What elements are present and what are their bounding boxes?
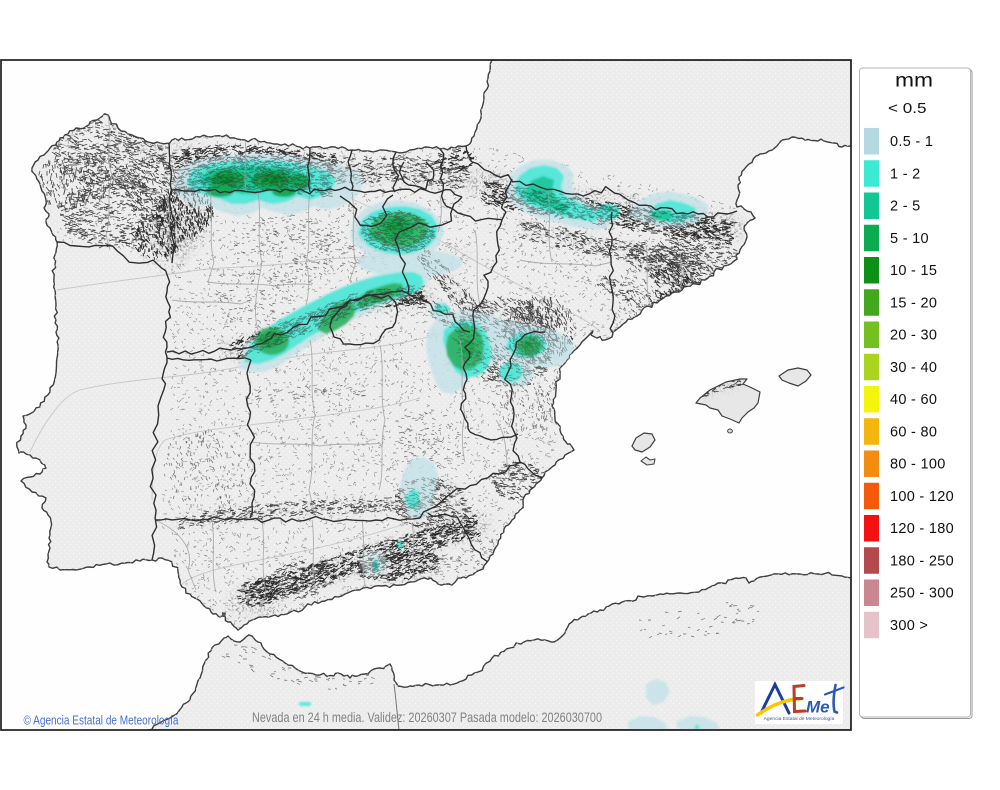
svg-text:Agencia Estatal de Meteorologí: Agencia Estatal de Meteorología bbox=[764, 716, 835, 722]
svg-text:10 - 15: 10 - 15 bbox=[890, 263, 937, 279]
svg-text:1 - 2: 1 - 2 bbox=[890, 166, 921, 182]
svg-text:40 - 60: 40 - 60 bbox=[890, 392, 937, 408]
svg-text:30 - 40: 30 - 40 bbox=[890, 360, 937, 376]
svg-text:5 - 10: 5 - 10 bbox=[890, 231, 929, 247]
svg-text:15 - 20: 15 - 20 bbox=[890, 295, 937, 311]
svg-text:100 - 120: 100 - 120 bbox=[890, 489, 954, 505]
svg-text:Me: Me bbox=[806, 698, 830, 717]
svg-text:0.5 - 1: 0.5 - 1 bbox=[890, 134, 933, 150]
svg-text:250 - 300: 250 - 300 bbox=[890, 586, 954, 602]
svg-text:Nevada en 24 h media. Validez:: Nevada en 24 h media. Validez: 20260307 … bbox=[252, 710, 602, 725]
svg-text:60 - 80: 60 - 80 bbox=[890, 424, 937, 440]
svg-text:20 - 30: 20 - 30 bbox=[890, 328, 937, 344]
svg-text:< 0.5: < 0.5 bbox=[888, 101, 927, 117]
svg-text:180 - 250: 180 - 250 bbox=[890, 553, 954, 569]
svg-text:120 - 180: 120 - 180 bbox=[890, 521, 954, 537]
svg-text:300 >: 300 > bbox=[890, 618, 928, 634]
svg-text:80 - 100: 80 - 100 bbox=[890, 457, 946, 473]
svg-text:mm: mm bbox=[895, 71, 933, 92]
svg-text:2 - 5: 2 - 5 bbox=[890, 199, 921, 215]
svg-text:© Agencia Estatal de Meteorolo: © Agencia Estatal de Meteorología bbox=[24, 712, 180, 727]
